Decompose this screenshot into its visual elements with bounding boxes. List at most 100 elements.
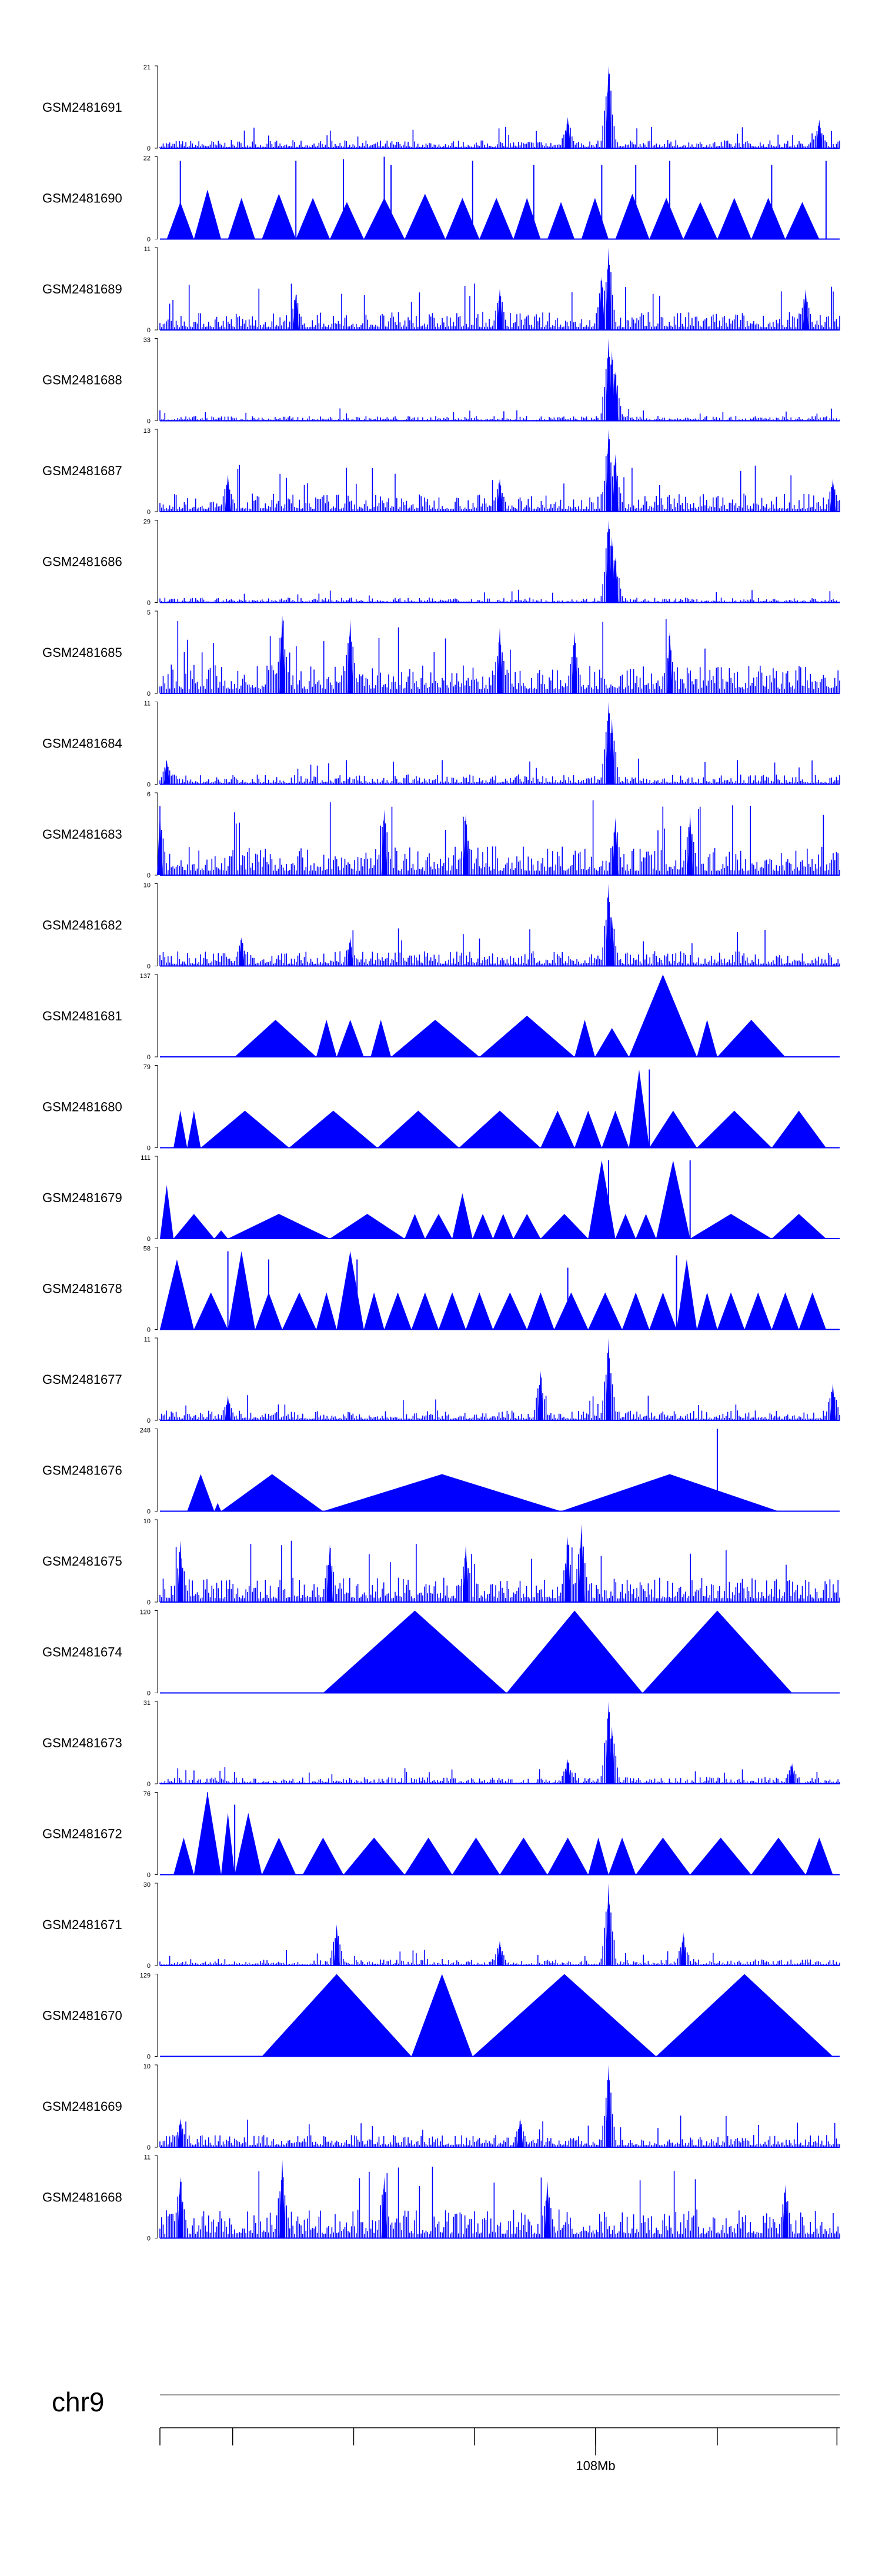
signal-peak xyxy=(605,883,612,966)
signal-peak xyxy=(497,628,503,693)
y-min-label: 0 xyxy=(147,145,151,152)
track-GSM2481671: GSM2481671 30 0 xyxy=(42,1881,840,1970)
signal-triangle xyxy=(330,1214,405,1239)
signal-peak xyxy=(463,1544,469,1602)
signal-peak xyxy=(333,1924,340,1966)
signal-peak xyxy=(497,479,503,512)
signal-triangle xyxy=(744,1292,772,1330)
signal-triangle xyxy=(554,1292,589,1330)
signal-triangle xyxy=(459,1110,541,1148)
y-max-label: 248 xyxy=(140,1427,151,1434)
signal-triangle xyxy=(574,1110,602,1148)
signal-peak xyxy=(830,1383,836,1420)
y-min-label: 0 xyxy=(147,2054,151,2061)
signal-triangle xyxy=(479,198,514,239)
signal-triangle xyxy=(363,1292,385,1330)
signal-trace xyxy=(159,1353,840,1420)
y-min-label: 0 xyxy=(147,327,151,334)
signal-peak xyxy=(609,536,615,603)
signal-peak xyxy=(599,276,605,330)
signal-triangle xyxy=(527,1292,554,1330)
y-min-label: 0 xyxy=(147,963,151,970)
signal-peak xyxy=(163,759,170,785)
track-GSM2481675: GSM2481675 10 0 xyxy=(42,1518,840,1606)
signal-triangle xyxy=(282,1292,316,1330)
track-GSM2481681: GSM2481681 137 0 xyxy=(42,973,840,1061)
signal-triangle xyxy=(187,1110,201,1148)
y-max-label: 22 xyxy=(143,155,151,162)
signal-triangle xyxy=(452,1837,500,1875)
signal-triangle xyxy=(588,1837,609,1875)
track-label: GSM2481678 xyxy=(42,1282,122,1296)
signal-triangle xyxy=(717,1292,745,1330)
y-min-label: 0 xyxy=(147,1509,151,1516)
signal-trace xyxy=(159,897,840,966)
signal-peak xyxy=(225,475,231,512)
signal-triangle xyxy=(690,1837,751,1875)
signal-peak xyxy=(612,817,619,875)
y-min-label: 0 xyxy=(147,236,151,243)
signal-triangle xyxy=(405,1214,425,1239)
signal-triangle xyxy=(561,1474,779,1511)
signal-peak xyxy=(789,1763,796,1784)
y-max-label: 13 xyxy=(143,428,151,435)
signal-triangle xyxy=(228,1251,255,1330)
y-min-label: 0 xyxy=(147,1599,151,1606)
y-min-label: 0 xyxy=(147,1690,151,1697)
signal-triangle xyxy=(370,1020,392,1057)
track-label: GSM2481683 xyxy=(42,827,122,842)
track-GSM2481682: GSM2481682 10 0 xyxy=(42,882,840,970)
signal-triangle xyxy=(615,193,650,239)
signal-triangle xyxy=(771,1292,799,1330)
y-min-label: 0 xyxy=(147,690,151,698)
track-GSM2481676: GSM2481676 248 0 xyxy=(42,1427,840,1516)
track-GSM2481669: GSM2481669 10 0 xyxy=(42,2063,840,2151)
signal-peak xyxy=(293,293,299,330)
y-max-label: 30 xyxy=(143,1881,151,1888)
signal-triangle xyxy=(466,1292,493,1330)
signal-triangle xyxy=(336,1251,364,1330)
signal-triangle xyxy=(438,1292,466,1330)
track-GSM2481680: GSM2481680 79 0 xyxy=(42,1064,840,1152)
y-min-label: 0 xyxy=(147,782,151,789)
signal-peak xyxy=(609,916,615,966)
track-label: GSM2481689 xyxy=(42,282,122,296)
y-max-label: 10 xyxy=(143,1518,151,1525)
track-GSM2481677: GSM2481677 11 0 xyxy=(42,1336,840,1424)
signal-triangle xyxy=(493,1292,527,1330)
signal-triangle xyxy=(799,1292,826,1330)
y-min-label: 0 xyxy=(147,1145,151,1152)
y-min-label: 0 xyxy=(147,872,151,879)
y-min-label: 0 xyxy=(147,1872,151,1879)
signal-triangle xyxy=(323,1474,562,1511)
signal-triangle xyxy=(574,1020,595,1057)
signal-peak xyxy=(463,813,469,875)
signal-peak xyxy=(680,1933,687,1966)
signal-triangle xyxy=(649,1110,697,1148)
signal-triangle xyxy=(615,1214,636,1239)
track-label: GSM2481690 xyxy=(42,191,122,206)
track-label: GSM2481671 xyxy=(42,1917,122,1932)
track-label: GSM2481675 xyxy=(42,1554,122,1569)
signal-peak xyxy=(381,809,387,875)
signal-triangle xyxy=(717,198,751,239)
signal-triangle xyxy=(343,1837,405,1875)
signal-triangle xyxy=(493,1214,514,1239)
signal-peak xyxy=(327,1544,333,1602)
signal-triangle xyxy=(547,1837,589,1875)
signal-triangle xyxy=(411,1292,439,1330)
track-GSM2481668: GSM2481668 11 0 xyxy=(42,2154,840,2243)
signal-triangle xyxy=(452,1193,473,1239)
y-max-label: 29 xyxy=(143,519,151,526)
signal-peak xyxy=(381,2176,387,2238)
track-label: GSM2481685 xyxy=(42,645,122,660)
signal-peak xyxy=(605,1883,612,1966)
track-GSM2481689: GSM2481689 11 0 xyxy=(42,246,840,334)
signal-peak xyxy=(803,289,809,330)
signal-triangle xyxy=(479,1016,575,1057)
y-min-label: 0 xyxy=(147,1327,151,1334)
signal-peak xyxy=(830,479,836,512)
y-min-label: 0 xyxy=(147,1963,151,1970)
signal-triangle xyxy=(771,1214,826,1239)
